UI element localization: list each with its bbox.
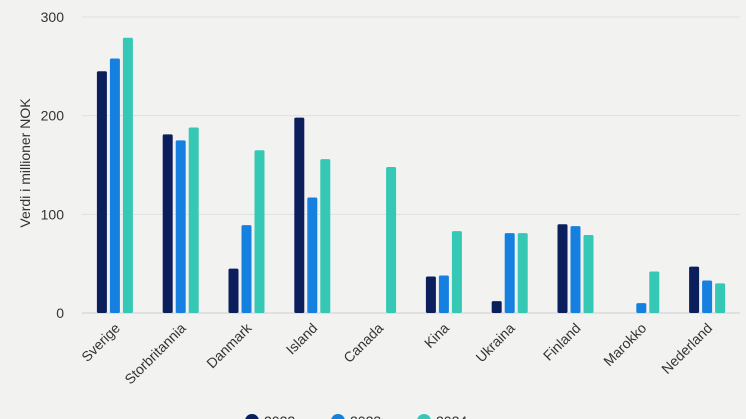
bar-2024-danmark[interactable] [254,150,265,313]
bar-2022-kina[interactable] [425,276,436,313]
bar-2022-ukraina[interactable] [491,301,502,313]
bar-2023-kina[interactable] [438,275,449,313]
x-tick-label: Ukraina [472,320,518,366]
bar-2023-marokko[interactable] [636,303,647,313]
legend-item-2023[interactable]: 2023 [331,413,381,419]
bar-2022-storbritannia[interactable] [162,134,173,313]
bar-2022-nederland[interactable] [689,266,700,313]
x-tick-label: Sverige [78,320,123,365]
bar-2022-finland[interactable] [557,224,568,313]
bar-2024-canada[interactable] [386,166,397,313]
y-tick-label: 100 [41,206,65,222]
bar-2023-storbritannia[interactable] [175,140,186,313]
legend[interactable]: 2022 2023 2024 [245,413,467,419]
legend-label: 2024 [436,413,467,419]
bar-2023-island[interactable] [307,197,318,313]
legend-item-2024[interactable]: 2024 [417,413,467,419]
x-tick-label: Kina [421,320,452,351]
x-tick-label: Danmark [203,319,255,371]
bar-2024-finland[interactable] [583,235,594,313]
x-tick-label: Island [283,320,321,358]
bar-2023-sverige[interactable] [109,58,120,313]
bar-2023-finland[interactable] [570,226,581,313]
y-tick-label: 0 [56,305,64,321]
y-axis-label: Verdi i millioner NOK [17,98,33,228]
x-tick-label: Nederland [658,320,715,377]
legend-item-2022[interactable]: 2022 [245,413,295,419]
x-tick-label: Storbritannia [121,320,189,388]
bar-2024-marokko[interactable] [649,271,660,313]
legend-label: 2023 [350,413,381,419]
y-axis: 0 100 200 300 [41,9,65,321]
x-tick-label: Marokko [600,320,649,369]
legend-marker [331,414,345,419]
bar-2022-danmark[interactable] [228,268,239,313]
bar-2022-island[interactable] [294,117,305,313]
bar-2024-nederland[interactable] [715,283,726,313]
bar-2024-storbritannia[interactable] [188,127,199,313]
bar-2023-ukraina[interactable] [504,233,515,313]
legend-marker [417,414,431,419]
bar-2023-danmark[interactable] [241,225,252,313]
bar-2024-kina[interactable] [451,231,462,313]
bar-2024-sverige[interactable] [122,37,133,313]
legend-marker [245,414,259,419]
bar-2023-nederland[interactable] [702,280,713,313]
x-tick-label: Canada [340,320,386,366]
bar-2022-sverige[interactable] [96,71,107,314]
x-tick-label: Finland [540,320,584,364]
legend-label: 2022 [264,413,295,419]
bar-2024-island[interactable] [320,159,331,313]
bars [96,37,726,314]
y-tick-label: 300 [41,9,65,25]
y-tick-label: 200 [41,108,65,124]
bar-2024-ukraina[interactable] [517,233,528,313]
